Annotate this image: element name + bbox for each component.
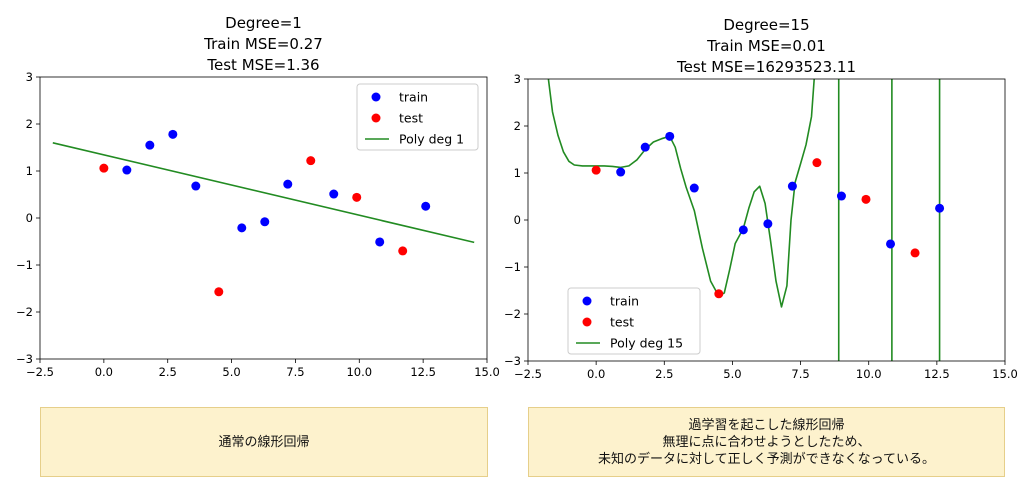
x-tick-label: 0.0: [95, 365, 113, 379]
y-tick-label: −3: [504, 354, 521, 368]
test-point: [214, 287, 224, 297]
legend-label: train: [610, 294, 639, 309]
x-tick-label: 2.5: [159, 365, 177, 379]
chart-title-line: Degree=1: [225, 14, 302, 32]
y-tick-label: −1: [16, 258, 33, 272]
train-point: [640, 142, 650, 152]
x-tick-label: 15.0: [992, 367, 1018, 381]
train-point: [168, 129, 178, 139]
caption-left: 通常の線形回帰: [40, 407, 488, 477]
plot-frame: [527, 78, 1006, 362]
x-tick-label: 12.5: [410, 365, 436, 379]
y-tick-label: 0: [26, 211, 33, 225]
chart-title-line: Test MSE=16293523.11: [676, 58, 856, 76]
y-tick-label: 2: [514, 119, 521, 133]
train-point: [665, 131, 675, 141]
y-tick-label: −3: [16, 352, 33, 366]
legend-marker: [582, 317, 592, 327]
legend-label: train: [399, 90, 428, 105]
test-point: [861, 194, 871, 204]
caption-left-line: 通常の線形回帰: [218, 434, 310, 450]
chart-title-line: Train MSE=0.01: [706, 37, 826, 55]
chart-title-line: Test MSE=1.36: [206, 56, 319, 74]
y-tick-label: 3: [26, 70, 33, 84]
y-tick-label: −1: [504, 260, 521, 274]
train-point: [616, 167, 626, 177]
train-point: [191, 181, 201, 191]
plot-frame: [39, 76, 488, 360]
train-point: [886, 239, 896, 249]
test-point: [398, 246, 408, 256]
test-point: [352, 192, 362, 202]
test-point: [812, 158, 822, 168]
train-point: [122, 165, 132, 175]
legend: train test Poly deg 1: [356, 83, 479, 151]
legend: train test Poly deg 15: [567, 287, 701, 355]
x-tick-label: 12.5: [924, 367, 950, 381]
chart-title-line: Degree=15: [723, 16, 809, 34]
chart-1: Degree=1 Train MSE=0.27 Test MSE=1.36 −2.5 0…: [16, 14, 500, 379]
y-tick-label: −2: [16, 305, 33, 319]
legend-box: [567, 287, 701, 355]
test-point: [910, 248, 920, 258]
caption-right-line: 未知のデータに対して正しく予測ができなくなっている。: [598, 451, 935, 467]
caption-right-line: 無理に点に合わせようとしたため、: [662, 434, 871, 450]
test-point: [306, 156, 316, 166]
train-point: [283, 179, 293, 189]
test-point: [99, 163, 109, 173]
y-tick-label: −2: [504, 307, 521, 321]
x-tick-label: 7.5: [286, 365, 304, 379]
train-point: [421, 201, 431, 211]
x-tick-label: 0.0: [587, 367, 605, 381]
y-tick-label: 2: [26, 117, 33, 131]
legend-label: test: [399, 111, 423, 126]
x-tick-label: 2.5: [655, 367, 673, 381]
legend-label: test: [610, 315, 634, 330]
poly-fit-line: [52, 142, 475, 244]
x-tick-label: −2.5: [514, 367, 542, 381]
y-tick-label: 0: [514, 213, 521, 227]
plot-area: [547, 79, 945, 361]
train-point: [763, 219, 773, 229]
train-point: [836, 191, 846, 201]
chart-canvas: Degree=1 Train MSE=0.27 Test MSE=1.36 −2.5 0…: [16, 14, 1018, 381]
chart-title-line: Train MSE=0.27: [203, 35, 323, 53]
y-tick-label: 1: [514, 166, 521, 180]
x-tick-label: 7.5: [791, 367, 809, 381]
caption-right-line: 過学習を起こした線形回帰: [688, 417, 845, 433]
legend-marker: [582, 296, 592, 306]
x-tick-label: 5.0: [723, 367, 741, 381]
train-point: [689, 183, 699, 193]
train-point: [145, 140, 155, 150]
poly-fit-line: [547, 79, 815, 308]
legend-marker: [371, 113, 381, 123]
x-tick-label: 10.0: [346, 365, 372, 379]
legend-marker: [371, 92, 381, 102]
legend-label: Poly deg 1: [399, 132, 464, 147]
plot-area: [52, 129, 475, 297]
train-point: [787, 181, 797, 191]
x-tick-label: 15.0: [474, 365, 500, 379]
legend-label: Poly deg 15: [610, 336, 683, 351]
train-point: [237, 223, 247, 233]
y-tick-label: 1: [26, 164, 33, 178]
caption-right: 過学習を起こした線形回帰 無理に点に合わせようとしたため、 未知のデータに対して…: [528, 407, 1005, 477]
train-point: [260, 217, 270, 227]
x-tick-label: 5.0: [222, 365, 240, 379]
y-tick-label: 3: [514, 72, 521, 86]
x-tick-label: −2.5: [26, 365, 54, 379]
x-tick-label: 10.0: [856, 367, 882, 381]
chart-2: Degree=15 Train MSE=0.01 Test MSE=16293523…: [504, 16, 1018, 381]
train-point: [935, 203, 945, 213]
train-point: [375, 237, 385, 247]
test-point: [714, 289, 724, 299]
test-point: [591, 165, 601, 175]
train-point: [738, 225, 748, 235]
legend-box: [356, 83, 479, 151]
train-point: [329, 189, 339, 199]
